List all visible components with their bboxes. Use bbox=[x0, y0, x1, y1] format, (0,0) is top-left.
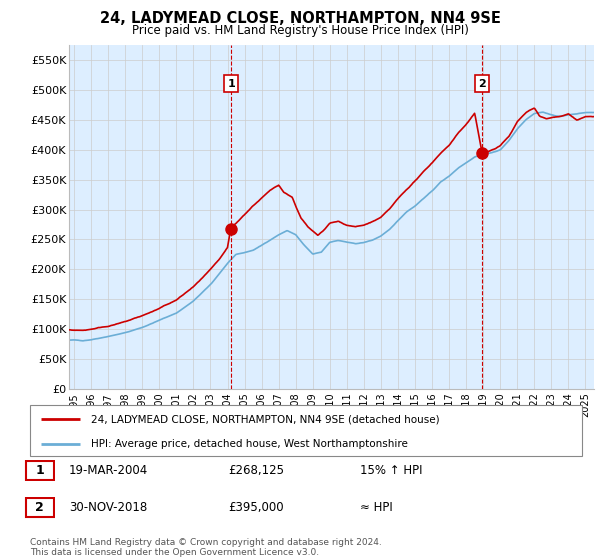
Text: £268,125: £268,125 bbox=[228, 464, 284, 477]
Text: 1: 1 bbox=[227, 79, 235, 88]
Text: 1: 1 bbox=[35, 464, 44, 477]
Text: Price paid vs. HM Land Registry's House Price Index (HPI): Price paid vs. HM Land Registry's House … bbox=[131, 24, 469, 36]
FancyBboxPatch shape bbox=[26, 461, 53, 480]
Text: £395,000: £395,000 bbox=[228, 501, 284, 515]
Text: 19-MAR-2004: 19-MAR-2004 bbox=[69, 464, 148, 477]
FancyBboxPatch shape bbox=[30, 405, 582, 456]
Text: Contains HM Land Registry data © Crown copyright and database right 2024.
This d: Contains HM Land Registry data © Crown c… bbox=[30, 538, 382, 557]
Text: ≈ HPI: ≈ HPI bbox=[360, 501, 393, 515]
Text: HPI: Average price, detached house, West Northamptonshire: HPI: Average price, detached house, West… bbox=[91, 438, 407, 449]
Text: 2: 2 bbox=[35, 501, 44, 515]
Text: 2: 2 bbox=[478, 79, 486, 88]
Text: 24, LADYMEAD CLOSE, NORTHAMPTON, NN4 9SE: 24, LADYMEAD CLOSE, NORTHAMPTON, NN4 9SE bbox=[100, 11, 500, 26]
FancyBboxPatch shape bbox=[26, 498, 53, 517]
Text: 24, LADYMEAD CLOSE, NORTHAMPTON, NN4 9SE (detached house): 24, LADYMEAD CLOSE, NORTHAMPTON, NN4 9SE… bbox=[91, 414, 439, 424]
Text: 15% ↑ HPI: 15% ↑ HPI bbox=[360, 464, 422, 477]
Text: 30-NOV-2018: 30-NOV-2018 bbox=[69, 501, 147, 515]
